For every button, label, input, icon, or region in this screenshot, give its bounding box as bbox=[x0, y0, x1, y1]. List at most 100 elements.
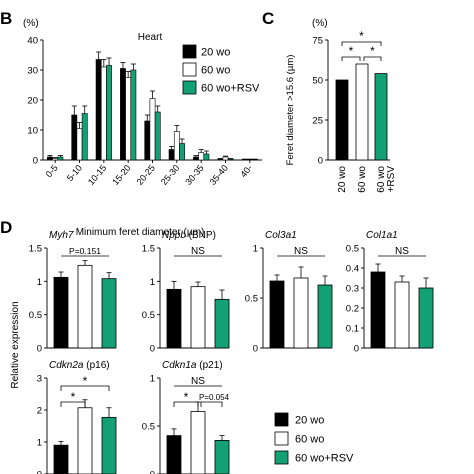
panel-c-y-label: Feret diameter >15.6 (µm) bbox=[285, 55, 296, 166]
panel-c-x-tick-label-line: 60 wo bbox=[357, 166, 368, 193]
panel-b-bar bbox=[222, 156, 229, 161]
panel-d-stat-label: NS bbox=[191, 246, 205, 257]
panel-d-bracket-right bbox=[200, 401, 223, 407]
panel-d-bar bbox=[370, 271, 386, 349]
panel-d-y-tick-label: 0.3 bbox=[346, 284, 359, 295]
panel-d-gene-title: Col1a1 bbox=[366, 230, 398, 241]
panel-d-gene-suffix: (p21) bbox=[196, 360, 222, 371]
panel-d-bar bbox=[214, 439, 230, 474]
panel-d-bar bbox=[166, 288, 182, 349]
panel-b-bar bbox=[154, 111, 161, 161]
panel-b-x-tick-label: 15-20 bbox=[110, 163, 132, 187]
panel-c-star: * bbox=[349, 44, 354, 58]
panel-d-y-tick-label: 1 bbox=[253, 244, 258, 255]
panel-d-y-tick-label: 0.5 bbox=[142, 310, 155, 321]
panel-d-stat-star: * bbox=[184, 390, 189, 404]
legend-b-label: 60 wo bbox=[201, 65, 230, 77]
panel-d-stat-label: NS bbox=[395, 246, 409, 257]
panel-d-y-tick-label: 0.5 bbox=[29, 310, 42, 321]
panel-d-bar bbox=[53, 444, 69, 474]
panel-d-gene-name: Nppb bbox=[162, 230, 186, 241]
panel-d-y-label: Relative expression bbox=[10, 301, 21, 388]
panel-c-y-tick-label: 0 bbox=[318, 156, 323, 167]
panel-b-x-tick-label: 40- bbox=[238, 163, 254, 179]
panel-c-x-tick-label: 60 wo bbox=[357, 166, 368, 193]
panel-b-x-tick-label: 0-5 bbox=[44, 163, 60, 179]
panel-b-bar bbox=[120, 68, 126, 161]
panel-d: D Relative expression bbox=[0, 218, 21, 389]
panel-d-y-tick-label: 0 bbox=[354, 344, 359, 355]
panel-d-gene-title: Myh7 bbox=[49, 230, 74, 241]
panel-d-bar bbox=[214, 298, 230, 349]
panel-d-y-tick-label: 0.2 bbox=[346, 304, 359, 315]
panel-b-bar bbox=[173, 131, 180, 161]
panel-d-gene-suffix: (p16) bbox=[83, 360, 109, 371]
panel-d-gene-title: Cdkn2a (p16) bbox=[49, 360, 110, 371]
panel-c-y-unit: (%) bbox=[312, 18, 328, 29]
panel-d-bar bbox=[394, 281, 410, 349]
panel-c-star: * bbox=[359, 29, 364, 43]
panel-d-stat-label: NS bbox=[191, 376, 205, 387]
panel-b-y-tick-label: 0 bbox=[33, 156, 38, 167]
panel-d-bracket-inner bbox=[60, 401, 86, 407]
panel-d-bar bbox=[293, 277, 309, 349]
panel-b-y-tick-label: 40 bbox=[27, 36, 38, 47]
panel-d-y-tick-label: 1 bbox=[150, 374, 155, 385]
panel-b-bar bbox=[71, 114, 78, 161]
panel-b-x-tick-label: 30-35 bbox=[183, 163, 205, 187]
panel-c-star: * bbox=[370, 44, 375, 58]
panel-d-bar bbox=[269, 280, 285, 349]
panel-d-bracket-left bbox=[173, 401, 199, 407]
panel-c-bar bbox=[355, 63, 369, 161]
panel-d-stat-label: NS bbox=[294, 246, 308, 257]
panel-d-gene-name: Myh7 bbox=[49, 230, 74, 241]
panel-d-y-tick-label: 0.4 bbox=[346, 264, 359, 275]
panel-d-gene-name: Col1a1 bbox=[366, 230, 398, 241]
panel-b-bar bbox=[76, 128, 83, 161]
panel-d-y-tick-label: 1.5 bbox=[29, 244, 42, 255]
panel-d-y-tick-label: 0.1 bbox=[346, 324, 359, 335]
panel-b-bar bbox=[100, 66, 107, 161]
panel-b-bar bbox=[106, 65, 112, 161]
panel-label-d: D bbox=[0, 218, 12, 237]
panel-b-x-tick-label: 35-40 bbox=[208, 163, 230, 187]
panel-c-bracket-left bbox=[341, 56, 361, 61]
panel-d-bar bbox=[77, 264, 93, 349]
panel-b-y-tick-label: 20 bbox=[27, 96, 38, 107]
panel-d-stat-star: * bbox=[83, 374, 88, 388]
panel-d-stat-star: * bbox=[71, 390, 76, 404]
panel-b-y-tick-label: 10 bbox=[27, 126, 38, 137]
legend-b-swatch bbox=[182, 44, 197, 59]
panel-b-bar bbox=[227, 158, 234, 161]
panel-c-bar bbox=[374, 73, 388, 161]
panel-b-bar bbox=[179, 143, 185, 161]
panel-b-title: Heart bbox=[138, 32, 163, 43]
panel-c-y-tick-label: 75 bbox=[312, 36, 323, 47]
panel-b-x-label: Minimum feret diameter (µm) bbox=[76, 227, 205, 238]
panel-d-bar bbox=[101, 278, 117, 349]
panel-b-bar bbox=[47, 156, 53, 161]
panel-d-stat-label: P=0.151 bbox=[69, 246, 101, 256]
panel-d-bracket-outer bbox=[60, 385, 110, 391]
panel-d-gene-name: Col3a1 bbox=[265, 230, 297, 241]
panel-d-y-tick-label: 0 bbox=[37, 344, 42, 355]
panel-b-bar bbox=[149, 98, 156, 161]
panel-d-gene-suffix: (BNP) bbox=[186, 230, 216, 241]
panel-d-gene-title: Col3a1 bbox=[265, 230, 297, 241]
panel-d-y-tick-label: 1.5 bbox=[142, 244, 155, 255]
panel-c-x-tick-label: 20 wo bbox=[337, 166, 348, 193]
panel-c-x-tick-label: 60 wo+RSV bbox=[376, 166, 397, 193]
panel-d-gene-name: Cdkn1a bbox=[162, 360, 197, 371]
panel-b-x-tick-label: 10-15 bbox=[86, 163, 108, 187]
panel-d-gene-title: Nppb (BNP) bbox=[162, 230, 216, 241]
legend-d-label: 60 wo bbox=[295, 434, 324, 446]
panel-d-bar bbox=[317, 284, 333, 349]
panel-d-y-tick-label: 1 bbox=[37, 277, 42, 288]
panel-d-bar bbox=[77, 407, 93, 474]
panel-b-bar bbox=[125, 77, 132, 161]
panel-b-x-tick-label: 5-10 bbox=[65, 163, 84, 183]
panel-b-x-tick-label: 20-25 bbox=[135, 163, 157, 187]
panel-c-bar bbox=[335, 79, 349, 161]
legend-b-label: 20 wo bbox=[201, 47, 230, 59]
panel-b-bar bbox=[168, 149, 175, 161]
